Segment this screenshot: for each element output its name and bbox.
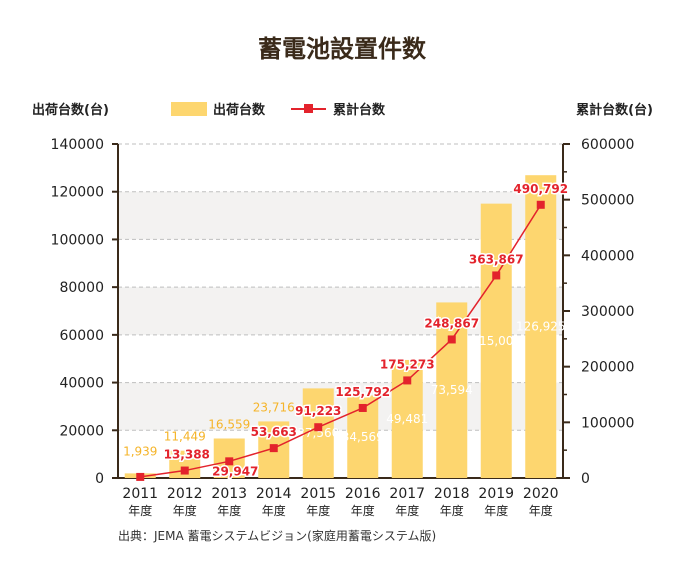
x-tick-sublabel: 年度 xyxy=(484,503,508,518)
cumulative-data-label: 363,867 xyxy=(469,252,524,266)
y-left-tick-label: 120000 xyxy=(51,185,104,201)
cumulative-marker xyxy=(225,457,234,466)
cumulative-marker xyxy=(536,200,545,209)
legend-line-label: 累計台数 xyxy=(333,102,386,118)
cumulative-marker xyxy=(492,271,501,280)
y-left-tick-label: 0 xyxy=(95,471,104,487)
legend-bar-label: 出荷台数 xyxy=(213,102,266,118)
y-right-tick-label: 400000 xyxy=(581,248,634,264)
x-tick-label: 2014 xyxy=(256,486,292,502)
x-tick-sublabel: 年度 xyxy=(395,503,419,518)
x-tick-label: 2020 xyxy=(523,486,559,502)
x-tick-label: 2018 xyxy=(434,486,470,502)
x-tick-label: 2017 xyxy=(389,486,425,502)
bar-data-label: 1,939 xyxy=(123,444,157,458)
bar-shipments xyxy=(480,203,512,478)
y-right-tick-label: 300000 xyxy=(581,304,634,320)
bar-data-label: 23,716 xyxy=(253,400,295,414)
y-axis-left-title: 出荷台数(台) xyxy=(32,102,109,118)
x-tick-sublabel: 年度 xyxy=(173,503,197,518)
cumulative-data-label: 125,792 xyxy=(335,385,390,399)
cumulative-marker xyxy=(314,423,323,432)
x-tick-label: 2015 xyxy=(300,486,336,502)
bar-shipments xyxy=(302,388,334,478)
x-tick-sublabel: 年度 xyxy=(440,503,464,518)
cumulative-marker xyxy=(447,335,456,344)
y-right-tick-label: 500000 xyxy=(581,193,634,209)
x-tick-sublabel: 年度 xyxy=(128,503,152,518)
cumulative-data-label: 29,947 xyxy=(212,464,258,478)
y-right-tick-label: 200000 xyxy=(581,360,634,376)
bar-data-label: 126,925 xyxy=(516,320,566,334)
y-left-tick-label: 60000 xyxy=(59,328,104,344)
y-left-tick-label: 80000 xyxy=(59,280,104,296)
y-right-tick-label: 100000 xyxy=(581,415,634,431)
bar-data-label: 16,559 xyxy=(208,417,250,431)
y-left-tick-label: 140000 xyxy=(51,137,104,153)
legend-line-marker xyxy=(304,104,313,113)
x-tick-label: 2012 xyxy=(167,486,203,502)
y-right-tick-label: 0 xyxy=(581,471,590,487)
bar-data-label: 34,569 xyxy=(342,430,384,444)
bar-data-label: 73,594 xyxy=(431,383,473,397)
cumulative-data-label: 175,273 xyxy=(380,357,435,371)
x-tick-sublabel: 年度 xyxy=(262,503,286,518)
bar-data-label: 115,000 xyxy=(471,334,521,348)
source-note: 出典：JEMA 蓄電システムビジョン(家庭用蓄電システム版) xyxy=(118,528,436,543)
y-left-tick-label: 20000 xyxy=(59,423,104,439)
x-tick-label: 2016 xyxy=(345,486,381,502)
bar-shipments xyxy=(436,302,468,478)
y-left-tick-label: 100000 xyxy=(51,232,104,248)
bar-data-label: 37,560 xyxy=(297,426,339,440)
x-tick-label: 2011 xyxy=(122,486,158,502)
cumulative-data-label: 91,223 xyxy=(295,404,341,418)
y-left-tick-label: 40000 xyxy=(59,376,104,392)
legend: 出荷台数 累計台数 xyxy=(171,102,386,118)
y-axis-right-title: 累計台数(台) xyxy=(576,102,653,118)
bar-data-label: 11,449 xyxy=(164,430,206,444)
cumulative-line xyxy=(140,204,542,478)
cumulative-data-label: 13,388 xyxy=(164,448,210,462)
chart-title: 蓄電池設置件数 xyxy=(258,35,427,63)
bar-data-label: 49,481 xyxy=(386,412,428,426)
y-right-tick-label: 600000 xyxy=(581,137,634,153)
bar-shipments xyxy=(525,175,557,478)
cumulative-data-label: 490,792 xyxy=(513,182,568,196)
x-tick-sublabel: 年度 xyxy=(306,503,330,518)
x-tick-sublabel: 年度 xyxy=(351,503,375,518)
cumulative-marker xyxy=(358,403,367,412)
plot-area: 0 20000 40000 60000 80000 100000 120000 140000 0… xyxy=(51,137,635,518)
cumulative-data-label: 53,663 xyxy=(251,425,297,439)
x-tick-label: 2019 xyxy=(478,486,514,502)
cumulative-marker xyxy=(269,444,278,453)
x-tick-label: 2013 xyxy=(211,486,247,502)
x-tick-sublabel: 年度 xyxy=(529,503,553,518)
cumulative-marker xyxy=(136,472,145,481)
cumulative-data-label: 248,867 xyxy=(424,316,479,330)
legend-bar-swatch xyxy=(171,102,207,116)
x-tick-sublabel: 年度 xyxy=(217,503,241,518)
cumulative-marker xyxy=(180,466,189,475)
cumulative-marker xyxy=(403,376,412,385)
